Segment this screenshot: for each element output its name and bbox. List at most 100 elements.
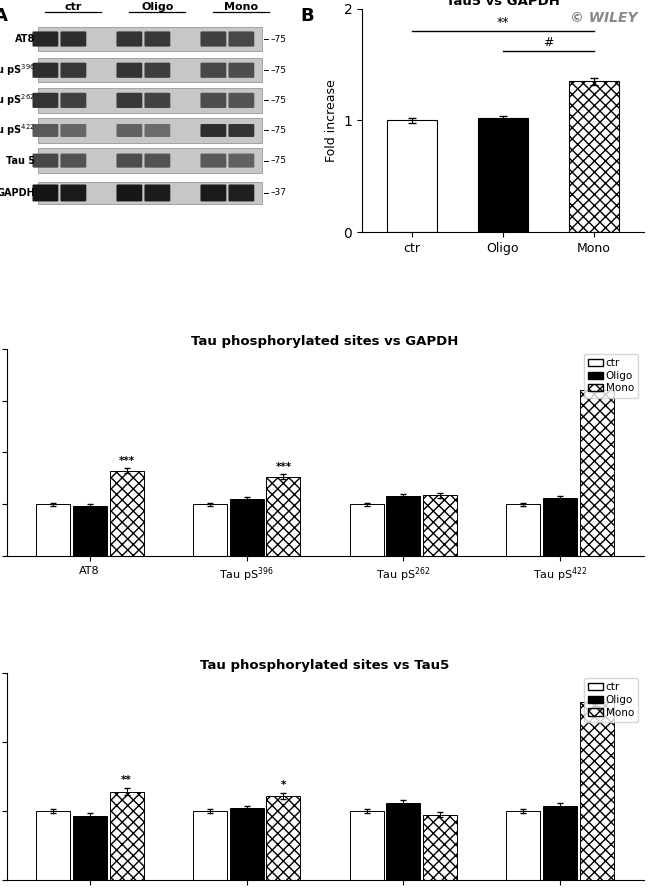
Bar <box>266 796 300 880</box>
Bar <box>110 792 144 880</box>
Bar <box>423 495 458 556</box>
Bar <box>38 118 261 142</box>
Bar <box>387 496 421 556</box>
Bar <box>423 814 458 880</box>
Bar <box>229 807 263 880</box>
Bar <box>387 803 421 880</box>
FancyBboxPatch shape <box>116 124 142 137</box>
Bar <box>543 498 577 556</box>
FancyBboxPatch shape <box>228 62 254 78</box>
Text: AT8: AT8 <box>15 34 35 44</box>
FancyBboxPatch shape <box>116 92 142 108</box>
FancyBboxPatch shape <box>200 31 226 46</box>
Text: A: A <box>0 6 8 25</box>
Text: –75: –75 <box>271 66 287 75</box>
FancyBboxPatch shape <box>144 185 170 202</box>
Text: ctr: ctr <box>65 2 82 12</box>
Text: **: ** <box>497 16 509 29</box>
Text: ***: *** <box>590 685 605 695</box>
FancyBboxPatch shape <box>60 62 86 78</box>
Text: GAPDH: GAPDH <box>0 188 35 198</box>
Bar <box>38 182 261 204</box>
Text: Tau pS$^{262}$: Tau pS$^{262}$ <box>0 92 35 108</box>
FancyBboxPatch shape <box>144 124 170 137</box>
Text: –37: –37 <box>271 188 287 197</box>
FancyBboxPatch shape <box>228 92 254 108</box>
Bar <box>192 811 227 880</box>
FancyBboxPatch shape <box>200 62 226 78</box>
FancyBboxPatch shape <box>144 154 170 168</box>
Bar <box>38 88 261 113</box>
FancyBboxPatch shape <box>144 92 170 108</box>
FancyBboxPatch shape <box>200 92 226 108</box>
Text: –75: –75 <box>271 96 287 105</box>
Bar <box>110 470 144 556</box>
FancyBboxPatch shape <box>228 31 254 46</box>
FancyBboxPatch shape <box>60 31 86 46</box>
FancyBboxPatch shape <box>144 62 170 78</box>
FancyBboxPatch shape <box>200 124 226 137</box>
Bar <box>36 504 70 556</box>
FancyBboxPatch shape <box>32 185 58 202</box>
Bar <box>350 504 384 556</box>
FancyBboxPatch shape <box>60 185 86 202</box>
Bar <box>543 805 577 880</box>
FancyBboxPatch shape <box>32 62 58 78</box>
Legend: ctr, Oligo, Mono: ctr, Oligo, Mono <box>584 678 638 722</box>
Text: Oligo: Oligo <box>141 2 174 12</box>
FancyBboxPatch shape <box>32 154 58 168</box>
Title: Tau phosphorylated sites vs GAPDH: Tau phosphorylated sites vs GAPDH <box>191 335 459 348</box>
FancyBboxPatch shape <box>60 124 86 137</box>
Text: **: ** <box>121 775 132 786</box>
Bar <box>266 477 300 556</box>
FancyBboxPatch shape <box>116 31 142 46</box>
FancyBboxPatch shape <box>200 185 226 202</box>
Bar <box>580 389 614 556</box>
Text: © WILEY: © WILEY <box>570 12 638 25</box>
Bar <box>506 811 540 880</box>
Bar <box>229 499 263 556</box>
FancyBboxPatch shape <box>228 154 254 168</box>
FancyBboxPatch shape <box>60 92 86 108</box>
Text: Tau pS$^{396}$: Tau pS$^{396}$ <box>0 62 35 78</box>
Bar <box>569 82 619 232</box>
Legend: ctr, Oligo, Mono: ctr, Oligo, Mono <box>584 354 638 397</box>
FancyBboxPatch shape <box>32 31 58 46</box>
Text: ***: *** <box>276 462 291 472</box>
FancyBboxPatch shape <box>228 185 254 202</box>
Bar <box>38 27 261 52</box>
Title: Tau phosphorylated sites vs Tau5: Tau phosphorylated sites vs Tau5 <box>200 659 450 672</box>
Bar <box>192 504 227 556</box>
Text: Mono: Mono <box>224 2 259 12</box>
Text: ***: *** <box>118 456 135 466</box>
FancyBboxPatch shape <box>228 124 254 137</box>
Text: ***: *** <box>590 375 605 385</box>
Bar <box>38 148 261 172</box>
Text: Tau pS$^{422}$: Tau pS$^{422}$ <box>0 123 35 139</box>
Bar <box>73 816 107 880</box>
Bar <box>36 811 70 880</box>
Text: –75: –75 <box>271 35 287 44</box>
FancyBboxPatch shape <box>32 92 58 108</box>
Text: B: B <box>300 6 314 25</box>
FancyBboxPatch shape <box>60 154 86 168</box>
FancyBboxPatch shape <box>116 62 142 78</box>
Text: #: # <box>543 36 553 49</box>
Y-axis label: Fold increase: Fold increase <box>325 79 338 162</box>
Bar <box>73 506 107 556</box>
Text: –75: –75 <box>271 156 287 165</box>
Text: –75: –75 <box>271 126 287 135</box>
Text: Tau 5: Tau 5 <box>6 156 35 165</box>
Bar <box>580 702 614 880</box>
Bar <box>478 118 528 232</box>
FancyBboxPatch shape <box>116 154 142 168</box>
Bar <box>38 58 261 83</box>
FancyBboxPatch shape <box>116 185 142 202</box>
Text: *: * <box>281 781 286 790</box>
Bar <box>350 811 384 880</box>
FancyBboxPatch shape <box>144 31 170 46</box>
FancyBboxPatch shape <box>32 124 58 137</box>
Bar <box>387 120 437 232</box>
FancyBboxPatch shape <box>200 154 226 168</box>
Bar <box>506 504 540 556</box>
